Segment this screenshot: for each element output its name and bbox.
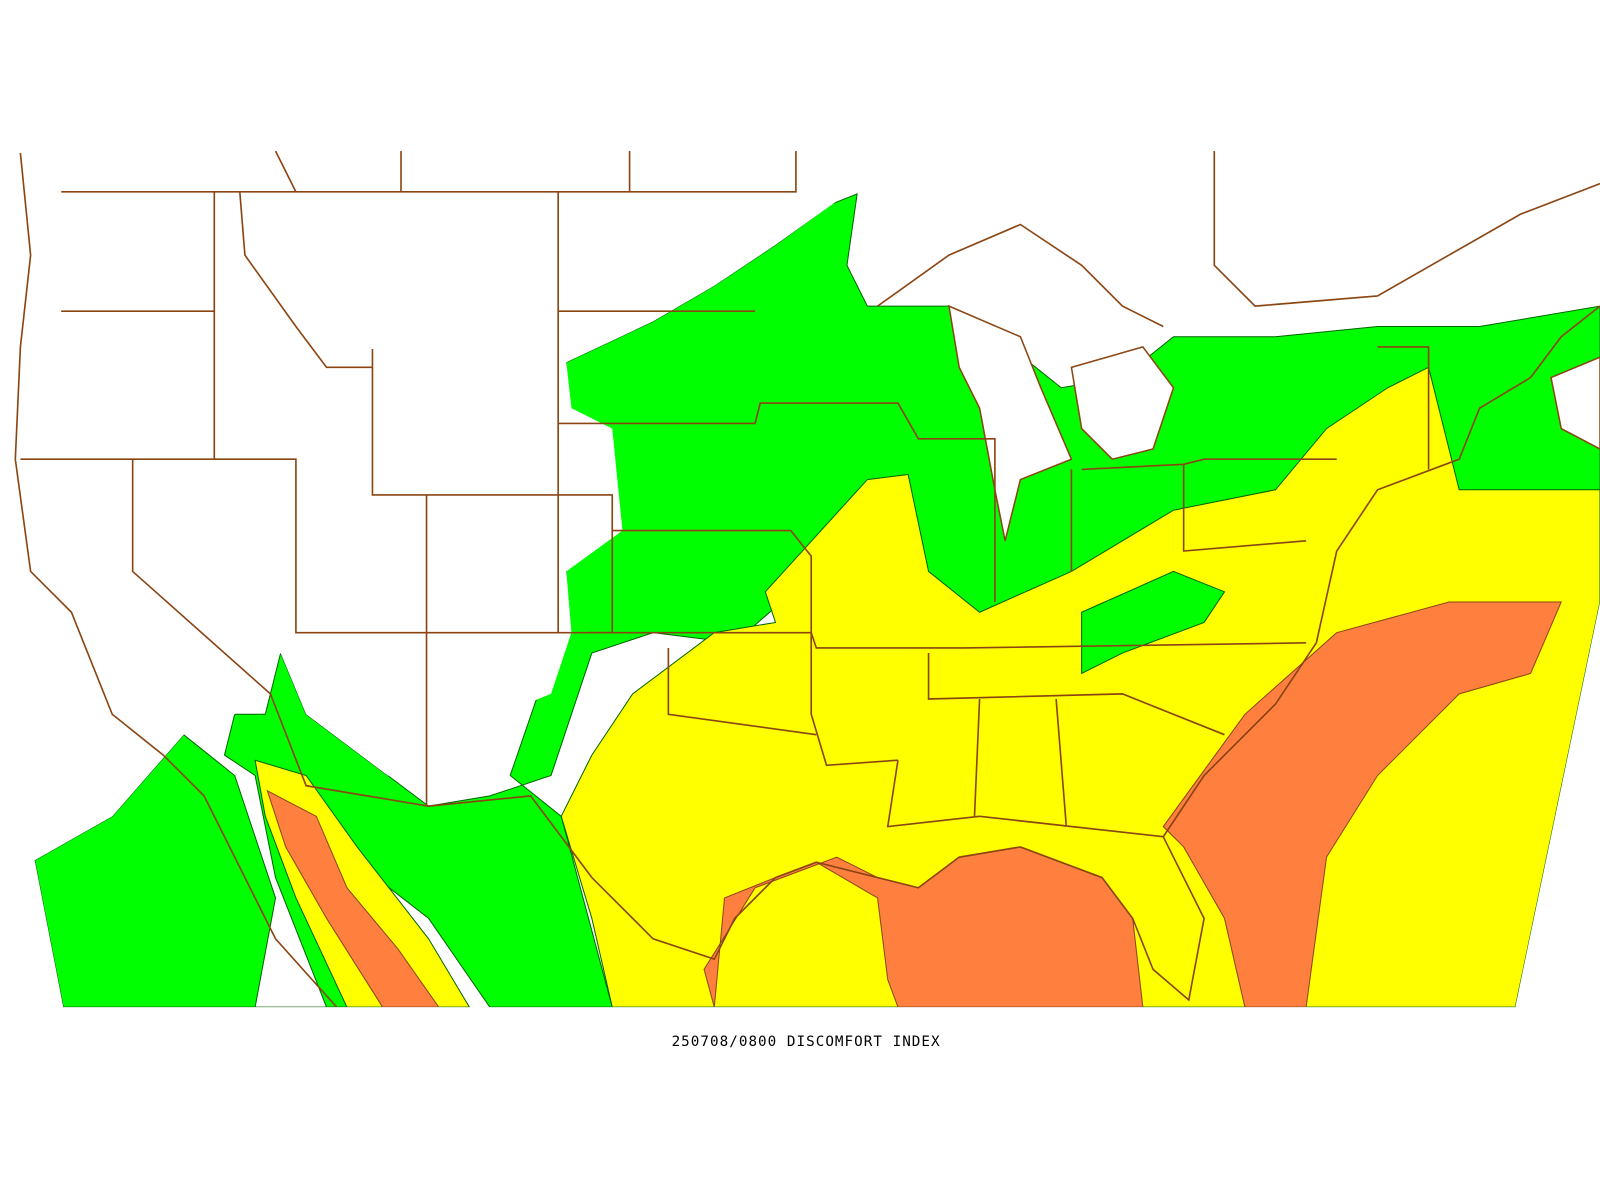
frame-mask [0, 1007, 1600, 1200]
yellow-zone [560, 366, 1600, 1008]
lake [1550, 356, 1600, 450]
map-caption: 250708/0800 DISCOMFORT INDEX [672, 1034, 941, 1050]
no-data-zone [0, 151, 847, 861]
borders [14, 150, 1600, 1008]
lake [947, 304, 1073, 542]
lake [1070, 346, 1175, 461]
frame-mask [0, 0, 1600, 152]
frame-mask [1515, 602, 1600, 1008]
orange-zone [1162, 601, 1562, 1008]
green-zone [1081, 570, 1226, 675]
frame-mask [0, 860, 64, 1008]
